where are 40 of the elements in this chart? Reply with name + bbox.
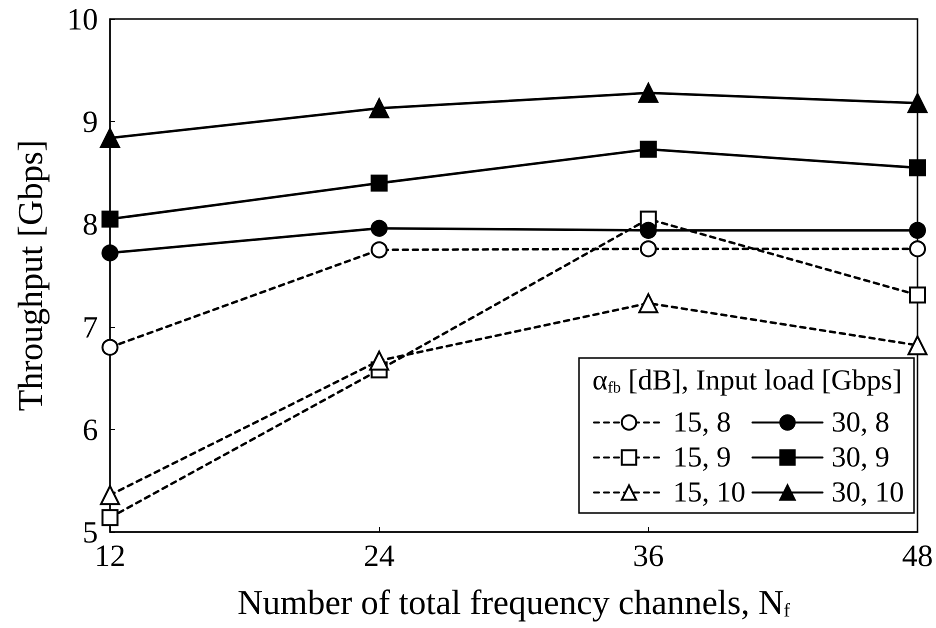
legend-label: 15, 8 — [673, 406, 731, 438]
legend-label: 15, 10 — [673, 476, 746, 508]
point — [640, 140, 657, 158]
point — [100, 485, 120, 506]
x-tick-label: 24 — [364, 538, 396, 573]
y-tick-label: 6 — [82, 412, 98, 447]
point — [102, 244, 118, 262]
y-tick-label: 10 — [67, 2, 98, 36]
point — [370, 220, 388, 237]
point — [638, 82, 658, 103]
y-tick-label: 5 — [82, 514, 98, 550]
legend-label: 15, 9 — [673, 442, 731, 474]
point — [640, 240, 657, 258]
point — [909, 159, 926, 176]
point — [638, 293, 658, 314]
y-tick-label: 8 — [82, 206, 98, 242]
point — [908, 335, 928, 356]
y-tick-label: 9 — [82, 104, 98, 140]
y-tick-label: 7 — [82, 309, 98, 344]
point — [369, 98, 390, 118]
legend-label: 30, 8 — [832, 406, 890, 438]
legend-title: αfb [dB], Input load [Gbps] — [592, 364, 902, 396]
point — [102, 509, 118, 526]
point — [909, 222, 926, 239]
point — [909, 286, 926, 304]
x-tick-label: 36 — [632, 538, 664, 573]
point — [100, 128, 120, 148]
legend-label: 30, 9 — [832, 442, 890, 474]
y-axis-title: Throughput [Gbps] — [11, 140, 50, 412]
point — [908, 93, 928, 114]
legend-label: 30, 10 — [832, 476, 904, 508]
point — [909, 240, 926, 258]
point — [102, 210, 118, 228]
point — [102, 338, 118, 356]
point — [370, 241, 388, 258]
point — [369, 350, 390, 371]
x-axis-title: Number of total frequency channels, Nf — [237, 582, 791, 622]
x-tick-label: 48 — [902, 538, 933, 573]
point — [640, 222, 657, 239]
point — [370, 174, 388, 192]
